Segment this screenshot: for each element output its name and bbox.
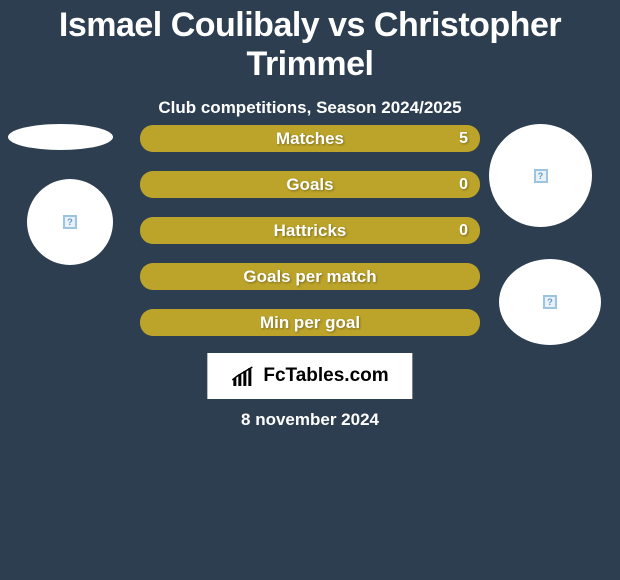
stat-bar-label: Goals — [286, 175, 333, 195]
stat-bar-value: 0 — [459, 176, 468, 194]
stat-bar: Goals 0 — [140, 171, 480, 198]
date-text: 8 november 2024 — [241, 410, 379, 430]
stat-bar: Matches 5 — [140, 125, 480, 152]
stat-bar: Goals per match — [140, 263, 480, 290]
image-placeholder-icon — [543, 295, 557, 309]
avatar-ellipse — [489, 124, 592, 227]
stat-bars: Matches 5 Goals 0 Hattricks 0 Goals per match M… — [140, 125, 480, 355]
stat-bar: Min per goal — [140, 309, 480, 336]
stat-bar-label: Min per goal — [260, 313, 360, 333]
stat-bar: Hattricks 0 — [140, 217, 480, 244]
avatar-ellipse — [499, 259, 601, 345]
subtitle: Club competitions, Season 2024/2025 — [0, 98, 620, 118]
avatar-ellipse — [27, 179, 113, 265]
source-badge-text: FcTables.com — [263, 365, 388, 387]
source-badge: FcTables.com — [207, 353, 412, 399]
stat-bar-label: Goals per match — [243, 267, 376, 287]
avatar-ellipse — [8, 124, 113, 150]
stat-bar-label: Hattricks — [274, 221, 347, 241]
stat-bar-value: 0 — [459, 222, 468, 240]
stat-bar-label: Matches — [276, 129, 344, 149]
image-placeholder-icon — [63, 215, 77, 229]
image-placeholder-icon — [534, 169, 548, 183]
stat-bar-value: 5 — [459, 130, 468, 148]
page-title: Ismael Coulibaly vs Christopher Trimmel — [0, 0, 620, 84]
chart-icon — [231, 366, 257, 386]
